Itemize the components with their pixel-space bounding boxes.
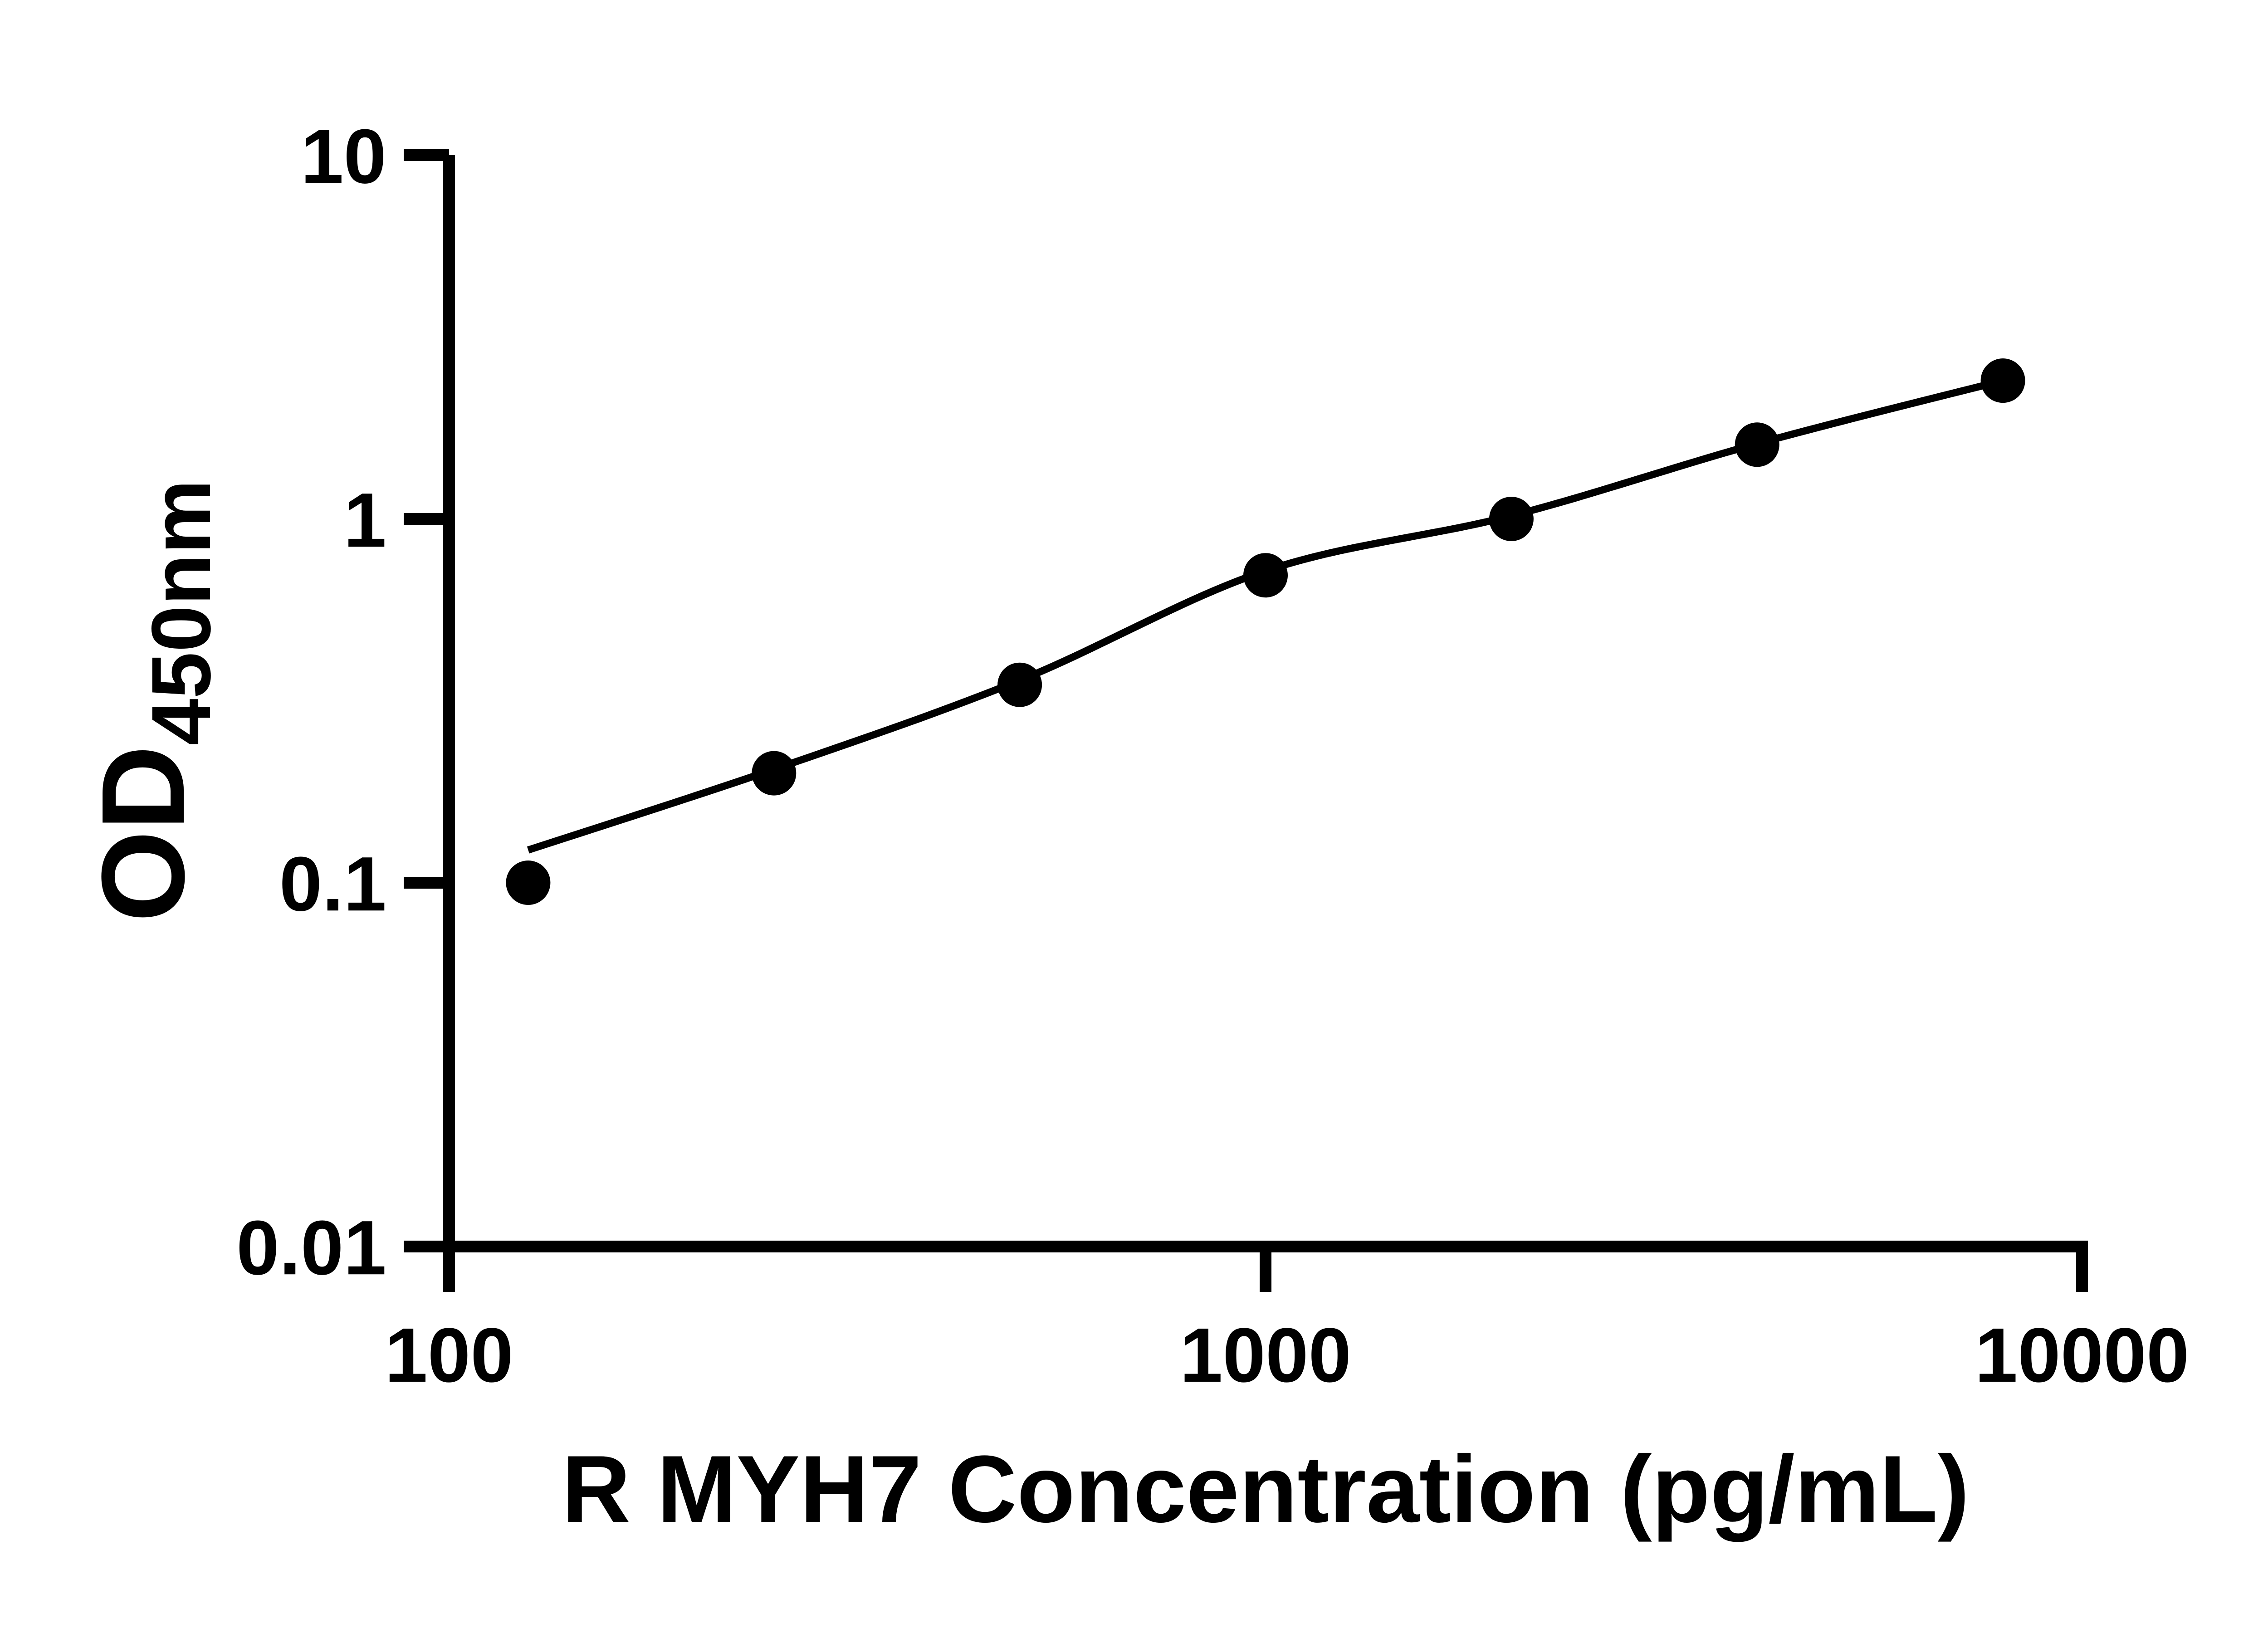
tick-label-group: 10 1 0.1 0.01 100 1000 10000 [236, 113, 2189, 1398]
axis-group [404, 149, 2088, 1292]
y-tick-label-0.1: 0.1 [279, 841, 386, 927]
x-axis-title: R MYH7 Concentration (pg/mL) [562, 1436, 1969, 1542]
data-point-8000 [1980, 358, 2025, 403]
y-axis-title-main: OD [78, 745, 209, 922]
data-point-1000 [1243, 553, 1288, 598]
y-axis-title: OD450nm [78, 479, 228, 922]
x-tick-label-10000: 10000 [1975, 1312, 2190, 1398]
data-point-500 [997, 662, 1042, 707]
data-point-group [506, 358, 2025, 905]
y-axis-title-subscript: 450nm [135, 479, 228, 745]
y-tick-label-0.01: 0.01 [236, 1205, 386, 1291]
data-point-125 [506, 861, 551, 905]
data-point-250 [752, 751, 797, 796]
data-point-2000 [1489, 497, 1534, 541]
y-tick-label-1: 1 [343, 477, 386, 563]
y-tick-label-10: 10 [301, 113, 386, 200]
x-tick-label-100: 100 [385, 1312, 513, 1398]
data-point-4000 [1735, 422, 1779, 467]
x-tick-label-1000: 1000 [1180, 1312, 1351, 1398]
